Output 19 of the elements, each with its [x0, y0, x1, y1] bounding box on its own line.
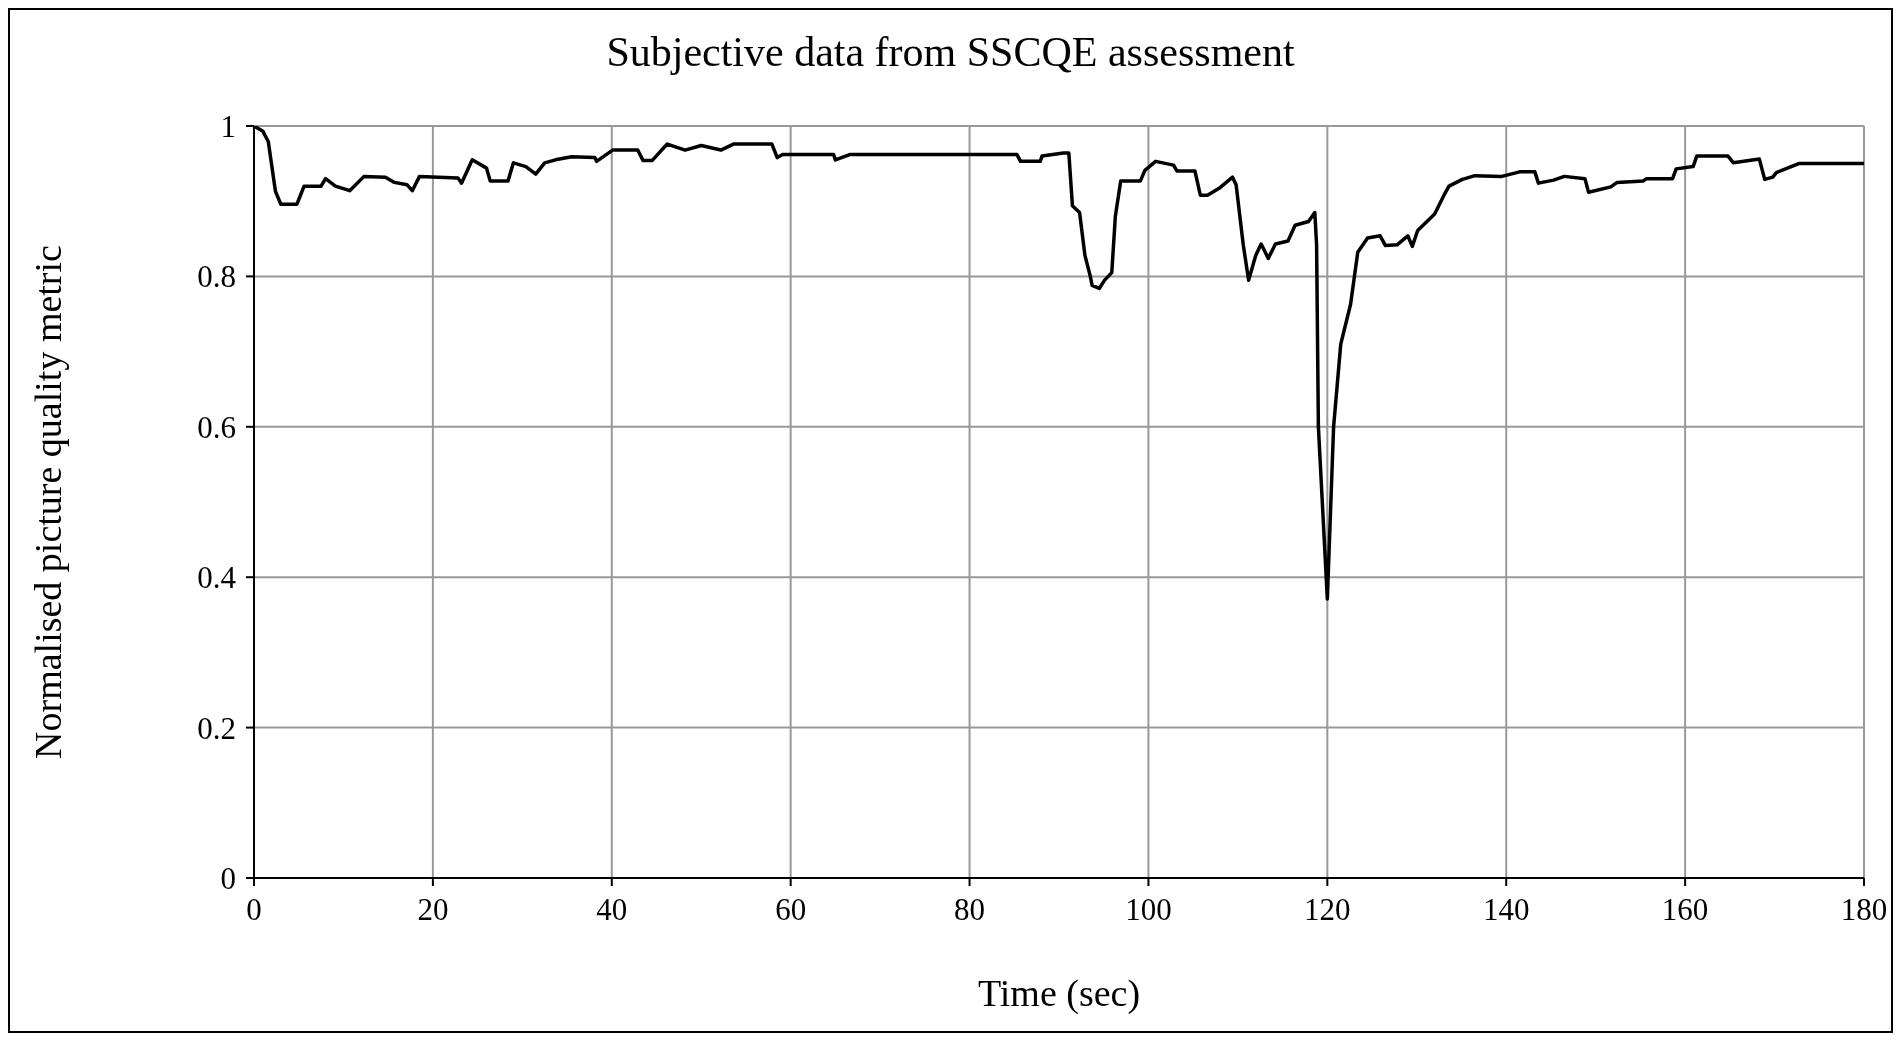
- x-tick-label: 120: [1304, 892, 1351, 928]
- y-tick-label: 0.6: [197, 409, 236, 445]
- x-tick-label: 60: [775, 892, 807, 928]
- x-tick-label: 20: [417, 892, 449, 928]
- x-tick-label: 160: [1661, 892, 1709, 928]
- x-tick-label: 40: [596, 892, 628, 928]
- y-axis-title: Normalised picture quality metric: [27, 245, 70, 759]
- x-tick-label: 180: [1840, 892, 1888, 928]
- x-axis-title: Time (sec): [977, 972, 1141, 1015]
- y-tick-label: 0.2: [197, 710, 236, 746]
- y-tick-label: 0: [220, 861, 236, 897]
- y-tick-label: 0.4: [197, 560, 237, 596]
- x-tick-label: 0: [246, 892, 262, 928]
- x-tick-label: 80: [954, 892, 986, 928]
- x-tick-label: 100: [1125, 892, 1172, 928]
- chart-title: Subjective data from SSCQE assessment: [605, 28, 1296, 76]
- x-tick-label: 140: [1482, 892, 1530, 928]
- y-tick-label: 0.8: [197, 259, 236, 295]
- y-tick-label: 1: [220, 109, 236, 145]
